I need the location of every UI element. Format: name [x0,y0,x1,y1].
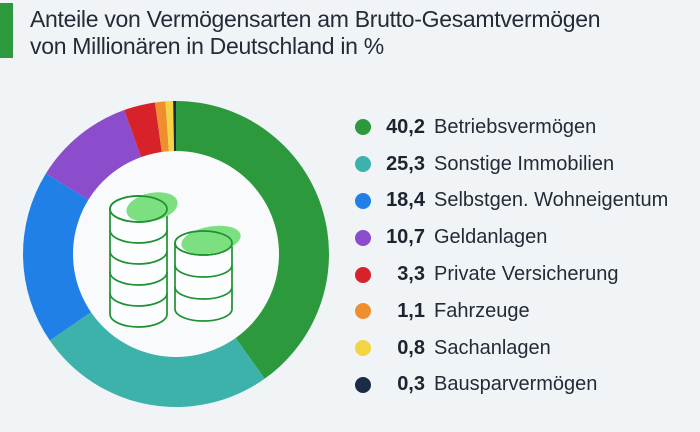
legend-item-sonstige-immobilien: 25,3 Sonstige Immobilien [355,146,700,183]
legend-item-bausparvermoegen: 0,3 Bausparvermögen [355,367,700,404]
legend-value: 40,2 [386,115,425,138]
legend-dot-icon [355,229,371,246]
coin-stacks-icon [109,192,241,328]
legend-value: 0,3 [397,373,425,396]
legend-value: 18,4 [386,189,425,212]
donut-segment-geldanlagen[interactable] [45,110,143,202]
page-title-line2: von Millionären in Deutschland in % [30,33,384,59]
legend-dot-icon [355,266,371,283]
legend-dot-icon [355,303,371,320]
coin-stack-left [109,192,178,328]
legend-label: Selbstgen. Wohneigentum [434,189,669,212]
legend-label: Sachanlagen [434,336,551,359]
legend-label: Geldanlagen [434,226,548,249]
donut-segment-fahrzeuge[interactable] [154,101,170,155]
donut-segment-sachanlagen[interactable] [165,101,175,155]
legend-value: 0,8 [397,336,425,359]
legend-label: Fahrzeuge [434,299,530,322]
donut-segment-betriebsvermoegen[interactable] [176,101,329,379]
donut-segment-wohneigentum[interactable] [23,173,94,341]
donut-segments [23,101,329,407]
coin-stack-right [174,225,241,322]
legend-item-sachanlagen: 0,8 Sachanlagen [355,330,700,367]
page-title: Anteile von Vermögensarten am Brutto-Ges… [30,6,601,60]
legend-label: Sonstige Immobilien [434,152,615,175]
legend-dot-icon [355,376,371,393]
donut-segment-bausparvermoegen[interactable] [173,101,176,155]
legend-item-private-versicherung: 3,3 Private Versicherung [355,256,700,293]
legend-dot-icon [355,119,371,136]
legend-value: 10,7 [386,226,425,249]
chart-legend: 40,2 Betriebsvermögen 25,3 Sonstige Immobil… [355,109,700,403]
legend-label: Bausparvermögen [434,373,598,396]
legend-value: 25,3 [386,152,425,175]
donut-segment-private-versicherung[interactable] [124,102,163,160]
legend-item-wohneigentum: 18,4 Selbstgen. Wohneigentum [355,183,700,220]
legend-item-geldanlagen: 10,7 Geldanlagen [355,219,700,256]
title-accent-bar [0,3,13,58]
legend-value: 3,3 [397,263,425,286]
coin-highlight [181,225,241,255]
donut-segment-sonstige-immobilien[interactable] [49,310,265,407]
legend-dot-icon [355,340,371,357]
legend-dot-icon [355,156,371,173]
legend-label: Betriebsvermögen [434,115,597,138]
legend-value: 1,1 [397,299,425,322]
legend-item-betriebsvermoegen: 40,2 Betriebsvermögen [355,109,700,146]
legend-dot-icon [355,192,371,209]
legend-item-fahrzeuge: 1,1 Fahrzeuge [355,293,700,330]
legend-label: Private Versicherung [434,263,619,286]
page-title-line1: Anteile von Vermögensarten am Brutto-Ges… [30,6,601,32]
